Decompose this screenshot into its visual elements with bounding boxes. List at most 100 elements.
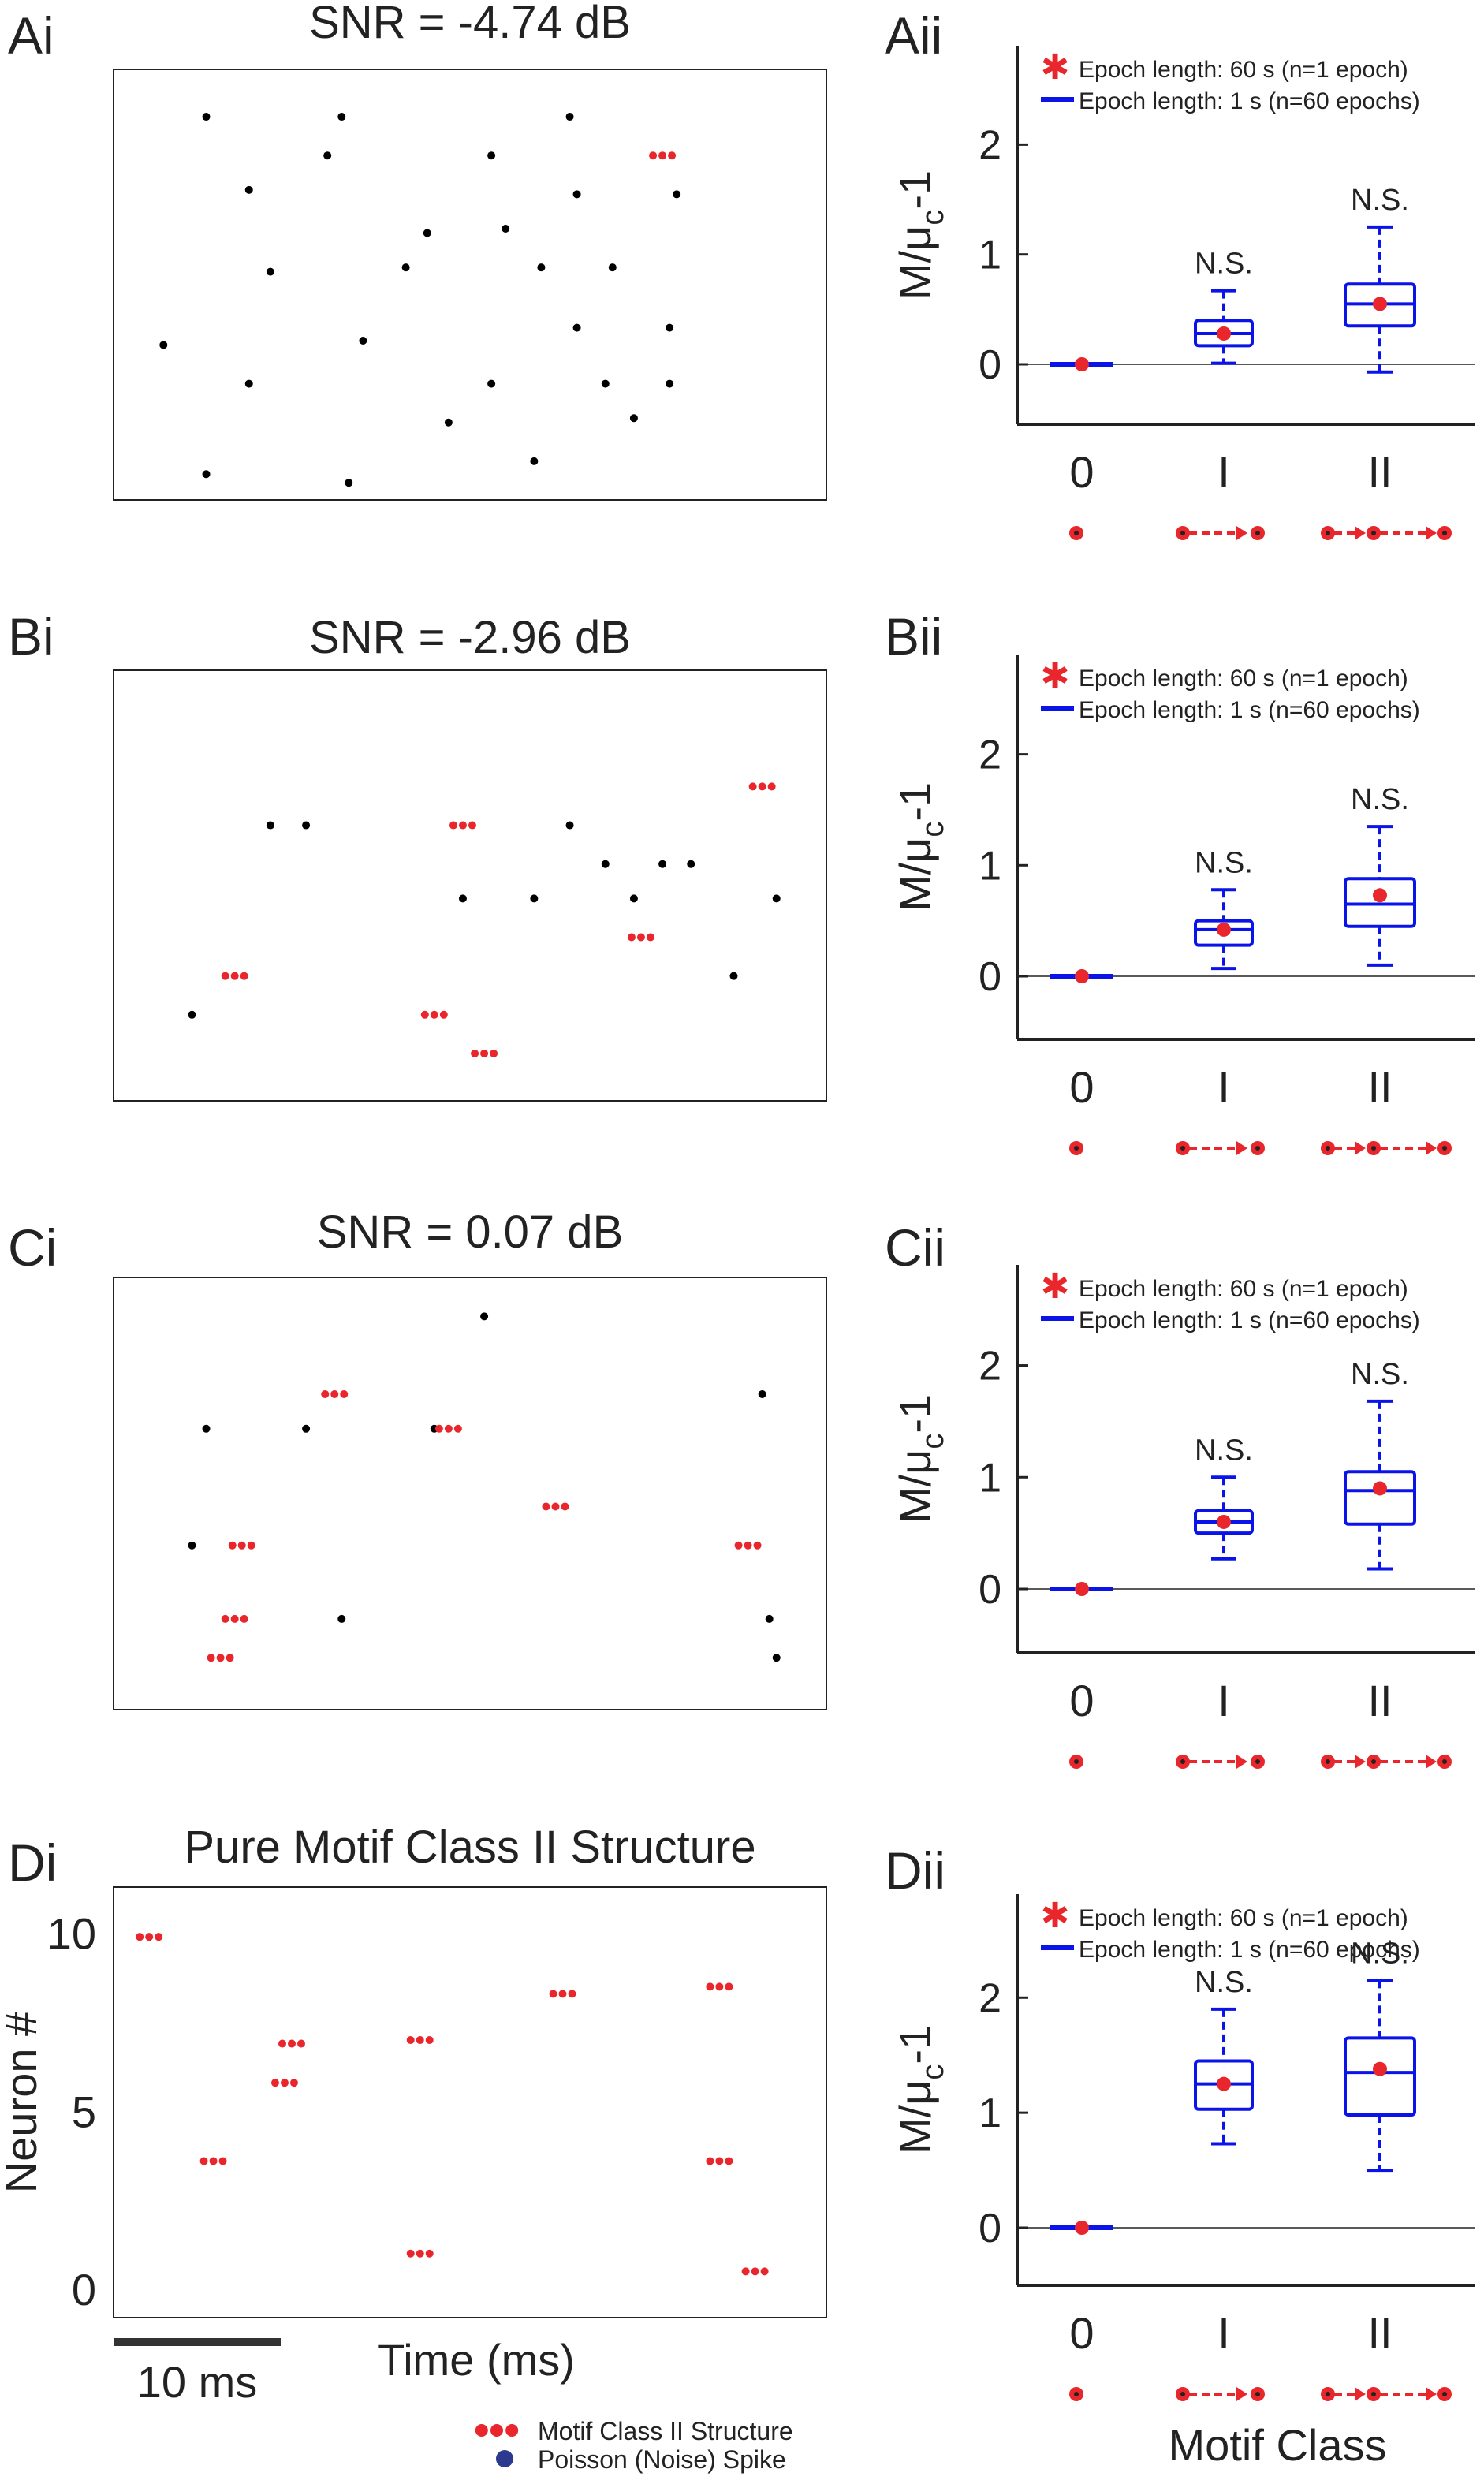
motif-node (1321, 1141, 1335, 1155)
y-tick-label: 2 (979, 1344, 1001, 1389)
epoch60-marker (1075, 2221, 1089, 2235)
noise-spike (537, 263, 546, 272)
category-label: I (1217, 447, 1230, 497)
raster-di: Pure Motif Class II Structure 0 5 10 Neuron … (0, 1822, 827, 2407)
motif-dot (297, 2039, 305, 2048)
legend-label-1s: Epoch length: 1 s (n=60 epochs) (1079, 697, 1420, 723)
node-center (1442, 531, 1447, 535)
panel-label-aii: Aii (885, 6, 942, 65)
epoch60-marker (1075, 357, 1089, 371)
category-label: 0 (1069, 2308, 1094, 2358)
motif-node (1251, 1755, 1265, 1769)
motif-arrowhead (1426, 2387, 1437, 2401)
x-axis-label: Motif Class (1169, 2420, 1387, 2470)
bottom-legend-noise-label: Poisson (Noise) Spike (538, 2445, 786, 2474)
epoch60-marker (1373, 297, 1387, 311)
motif-node (1176, 2387, 1190, 2401)
noise-spike (266, 821, 274, 830)
motif-dot (270, 2079, 279, 2087)
noise-spike (302, 821, 311, 830)
motif-dot (725, 1982, 733, 1991)
motif-dot (444, 1424, 453, 1433)
motif-dot (207, 1654, 215, 1662)
raster-title: SNR = -4.74 dB (309, 0, 631, 48)
motif-dot (468, 821, 476, 830)
motif-dot (280, 2079, 289, 2087)
legend-marker-60s: ✱ (1041, 48, 1070, 87)
motif-node (1437, 2387, 1452, 2401)
motif-node (1251, 1141, 1265, 1155)
noise-spike (423, 229, 431, 237)
motif-dot (340, 1389, 349, 1398)
noise-spike (530, 894, 539, 903)
noise-spike (458, 894, 467, 903)
motif-structure (199, 2157, 227, 2165)
legend: ✱ Epoch length: 60 s (n=1 epoch) Epoch len… (1041, 1897, 1420, 1963)
motif-dot (416, 2249, 424, 2258)
y-tick-label: 0 (979, 2206, 1001, 2251)
node-center (1326, 1759, 1330, 1764)
motif-node (1437, 1141, 1452, 1155)
y-tick-label: 0 (979, 342, 1001, 388)
panel-label-cii: Cii (885, 1218, 945, 1277)
y-axis-label: M/μc-1 (890, 2025, 950, 2154)
motif-dot (237, 1541, 246, 1550)
legend: ✱ Epoch length: 60 s (n=1 epoch) Epoch len… (1041, 1267, 1420, 1333)
y-tick-label: 2 (979, 733, 1001, 778)
y-tick-label: 1 (979, 843, 1001, 889)
motif-node (1321, 1755, 1335, 1769)
raster-ai: SNR = -4.74 dB (113, 0, 827, 501)
motif-class-icons (1069, 1755, 1452, 1769)
significance-label: N.S. (1195, 846, 1253, 879)
legend-label-1s: Epoch length: 1 s (n=60 epochs) (1079, 88, 1420, 114)
motif-dot (505, 2424, 519, 2437)
motif-arrowhead (1355, 526, 1366, 540)
motif-node (1176, 1141, 1190, 1155)
motif-structure (748, 782, 776, 791)
noise-spike (244, 185, 253, 194)
significance-label: N.S. (1351, 1937, 1409, 1970)
y-tick-label: 0 (979, 954, 1001, 1000)
noise-spike (401, 263, 410, 272)
motif-dot (221, 1614, 229, 1623)
motif-dot (490, 2424, 503, 2437)
y-label-mu: μ (890, 226, 940, 251)
box-1: N.S. (1194, 248, 1254, 365)
y-tick-label: 1 (979, 2091, 1001, 2136)
node-center (1074, 531, 1079, 535)
box-2: N.S. (1344, 1937, 1416, 2173)
motif-dot (406, 2249, 415, 2258)
motif-arrowhead (1236, 1755, 1247, 1769)
node-center (1255, 1146, 1260, 1151)
noise-spike (658, 860, 667, 868)
motif-structure (321, 1389, 349, 1398)
node-center (1180, 1759, 1185, 1764)
motif-arrowhead (1236, 1141, 1247, 1155)
motif-dot (490, 1049, 498, 1057)
box-iqr (1344, 2036, 1416, 2117)
motif-structure (221, 1614, 248, 1623)
motif-structure (406, 2036, 434, 2045)
y-label-mu: μ (890, 2080, 940, 2105)
noise-spike (666, 379, 674, 388)
motif-dot (230, 972, 239, 980)
motif-structure (449, 821, 476, 830)
noise-spike (302, 1424, 311, 1433)
y-axis-label: M/μc-1 (890, 170, 950, 300)
node-center (1326, 531, 1330, 535)
motif-dot (636, 933, 645, 942)
box-iqr (1344, 1470, 1416, 1526)
motif-dot (760, 2267, 769, 2276)
box-iqr (1194, 919, 1254, 947)
box-2: N.S. (1344, 783, 1416, 967)
motif-dot (551, 1502, 560, 1511)
raster-title: SNR = -2.96 dB (309, 612, 631, 663)
motif-dot (221, 972, 229, 980)
noise-spike (673, 190, 681, 199)
legend-label-60s: Epoch length: 60 s (n=1 epoch) (1079, 57, 1408, 83)
motif-structure (406, 2249, 434, 2258)
node-center (1442, 2392, 1447, 2396)
